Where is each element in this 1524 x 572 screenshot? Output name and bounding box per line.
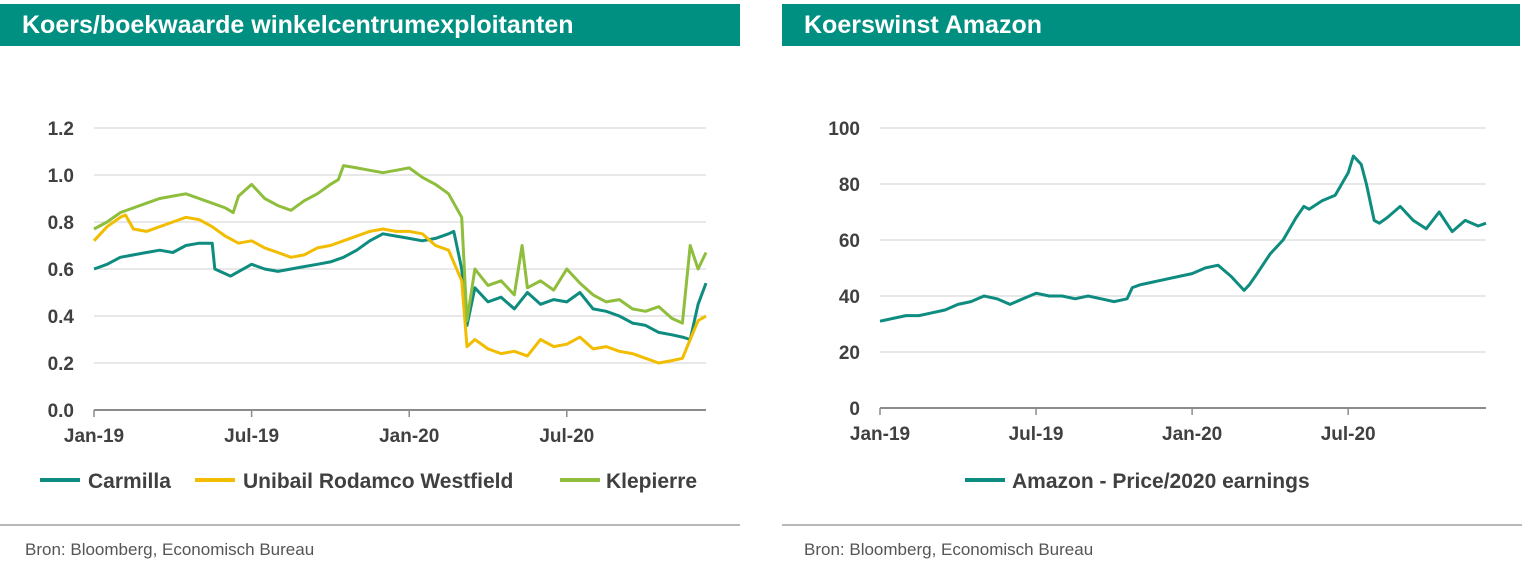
divider xyxy=(0,524,740,526)
y-tick-label: 0.4 xyxy=(48,307,75,328)
legend-label: Carmilla xyxy=(88,470,171,493)
source-note: Bron: Bloomberg, Economisch Bureau xyxy=(804,540,1094,559)
price-book-chart: 0.0 0.2 0.4 0.6 0.8 1.0 1.2 Jan-19 Jul-19 Jan-20 J… xyxy=(40,119,708,493)
y-tick-label: 0 xyxy=(849,399,860,420)
x-tick-label: Jul-19 xyxy=(224,426,279,447)
x-tick-label: Jul-19 xyxy=(1009,424,1064,445)
y-tick-label: 60 xyxy=(839,231,860,252)
y-tick-label: 80 xyxy=(839,175,860,196)
y-tick-label: 1.2 xyxy=(48,119,74,140)
series-line-amazon-price-2020-earnings xyxy=(879,154,1487,323)
amazon-chart: 0 20 40 60 80 100 Jan-19 Jul-19 Jan-20 Jul-20 Amaz… xyxy=(828,119,1487,493)
y-tick-label: 0.2 xyxy=(48,354,74,375)
y-tick-label: 1.0 xyxy=(48,166,74,187)
divider xyxy=(782,524,1522,526)
series-line-klepierre xyxy=(93,164,708,325)
series-line-unibail-rodamco-westfield xyxy=(92,213,707,365)
y-tick-label: 0.8 xyxy=(48,213,74,234)
y-tick-label: 100 xyxy=(828,119,860,140)
x-tick-label: Jan-19 xyxy=(64,426,124,447)
x-tick-label: Jan-20 xyxy=(1162,424,1222,445)
y-tick-label: 0.0 xyxy=(48,401,74,422)
source-note: Bron: Bloomberg, Economisch Bureau xyxy=(25,540,315,559)
y-tick-label: 0.6 xyxy=(48,260,74,281)
x-tick-label: Jul-20 xyxy=(539,426,594,447)
chart-title: Koerswinst Amazon xyxy=(782,4,1520,46)
legend-label: Klepierre xyxy=(606,470,697,493)
legend-label: Unibail Rodamco Westfield xyxy=(243,470,513,493)
x-tick-label: Jul-20 xyxy=(1321,424,1376,445)
series-line-carmilla xyxy=(93,229,708,341)
left-chart-panel: Koers/boekwaarde winkelcentrumexploitant… xyxy=(0,0,742,572)
y-tick-label: 20 xyxy=(839,343,860,364)
y-tick-label: 40 xyxy=(839,287,860,308)
x-tick-label: Jan-20 xyxy=(379,426,439,447)
right-chart-panel: Koerswinst Amazon 0 20 40 60 80 100 Jan-19 Jul-… xyxy=(782,0,1524,572)
chart-title: Koers/boekwaarde winkelcentrumexploitant… xyxy=(0,4,740,46)
x-tick-label: Jan-19 xyxy=(850,424,910,445)
legend-label: Amazon - Price/2020 earnings xyxy=(1012,470,1310,493)
